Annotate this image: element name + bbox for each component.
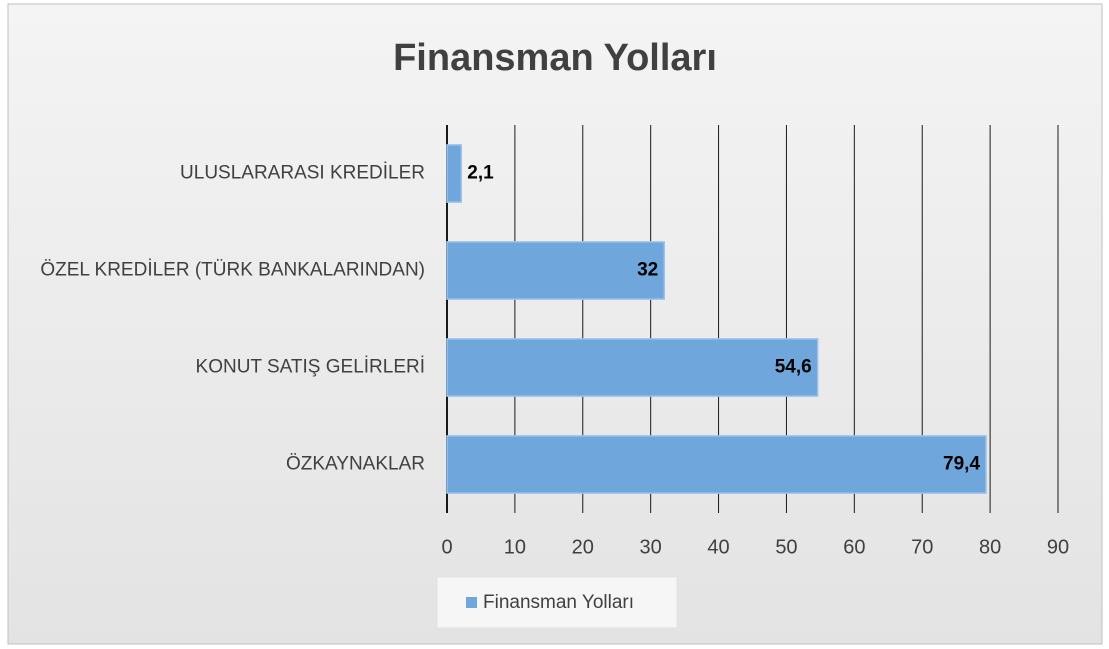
x-tick-label: 40 bbox=[707, 536, 729, 558]
data-label: 2,1 bbox=[467, 163, 494, 184]
data-label: 54,6 bbox=[775, 357, 812, 378]
x-tick-label: 80 bbox=[979, 536, 1001, 558]
bar bbox=[446, 338, 819, 397]
x-tick-label: 30 bbox=[640, 536, 662, 558]
x-tick-label: 50 bbox=[775, 536, 797, 558]
x-tick-label: 90 bbox=[1047, 536, 1069, 558]
legend-label: Finansman Yolları bbox=[483, 592, 634, 613]
x-tick-label: 60 bbox=[843, 536, 865, 558]
data-label: 79,4 bbox=[943, 454, 980, 475]
x-tick-label: 0 bbox=[441, 536, 452, 558]
y-tick-label: ÖZKAYNAKLAR bbox=[286, 454, 425, 475]
legend-swatch bbox=[466, 597, 477, 608]
y-tick-label: KONUT SATIŞ GELİRLERİ bbox=[196, 357, 425, 378]
chart-background bbox=[7, 3, 1103, 645]
chart-title: Finansman Yolları bbox=[393, 37, 717, 79]
data-label: 32 bbox=[637, 260, 658, 281]
x-tick-label: 20 bbox=[572, 536, 594, 558]
bar bbox=[446, 144, 463, 203]
bar bbox=[446, 241, 665, 300]
y-tick-label: ÖZEL KREDİLER (TÜRK BANKALARINDAN) bbox=[40, 260, 425, 281]
y-tick-label: ULUSLARARASI KREDİLER bbox=[180, 163, 425, 184]
x-tick-label: 10 bbox=[504, 536, 526, 558]
x-tick-label: 70 bbox=[911, 536, 933, 558]
bar bbox=[446, 435, 987, 494]
